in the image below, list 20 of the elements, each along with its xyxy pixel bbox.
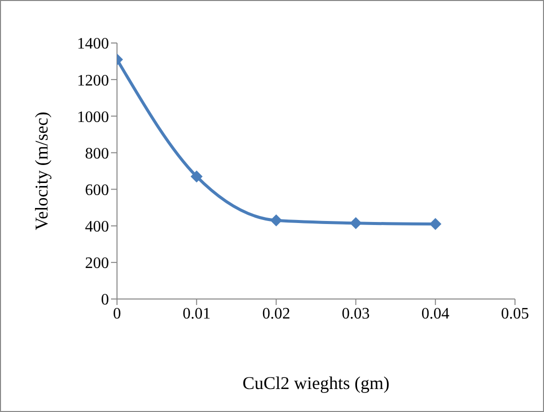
y-tick-label: 1200	[77, 72, 109, 90]
point	[190, 170, 203, 182]
y-tick-label: 1400	[77, 36, 109, 53]
point	[270, 214, 282, 226]
point	[429, 218, 442, 230]
y-axis-title: Velocity (m/sec)	[31, 112, 52, 230]
x-tick-label: 0	[113, 305, 121, 322]
x-axis-title: CuCl2 wieghts (gm)	[242, 373, 390, 393]
x-tick-label: 0.01	[182, 305, 211, 322]
y-tick-label: 1000	[77, 108, 109, 126]
y-tick-label: 400	[85, 218, 109, 236]
x-tick-label: 0.02	[262, 305, 290, 322]
y-tick-label: 0	[101, 292, 109, 309]
y-tick-label: 600	[85, 182, 109, 199]
x-tick-label: 0.03	[342, 305, 370, 322]
y-tick-label: 800	[85, 145, 109, 162]
x-tick-label: 0.05	[501, 305, 529, 322]
x-tick-label: 0.04	[421, 305, 450, 322]
y-tick-label: 200	[85, 255, 109, 272]
point	[350, 217, 362, 230]
